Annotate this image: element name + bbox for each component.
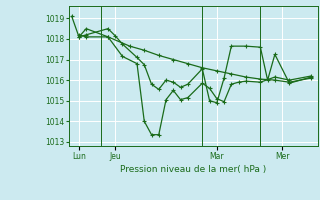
X-axis label: Pression niveau de la mer( hPa ): Pression niveau de la mer( hPa ) [120,165,267,174]
